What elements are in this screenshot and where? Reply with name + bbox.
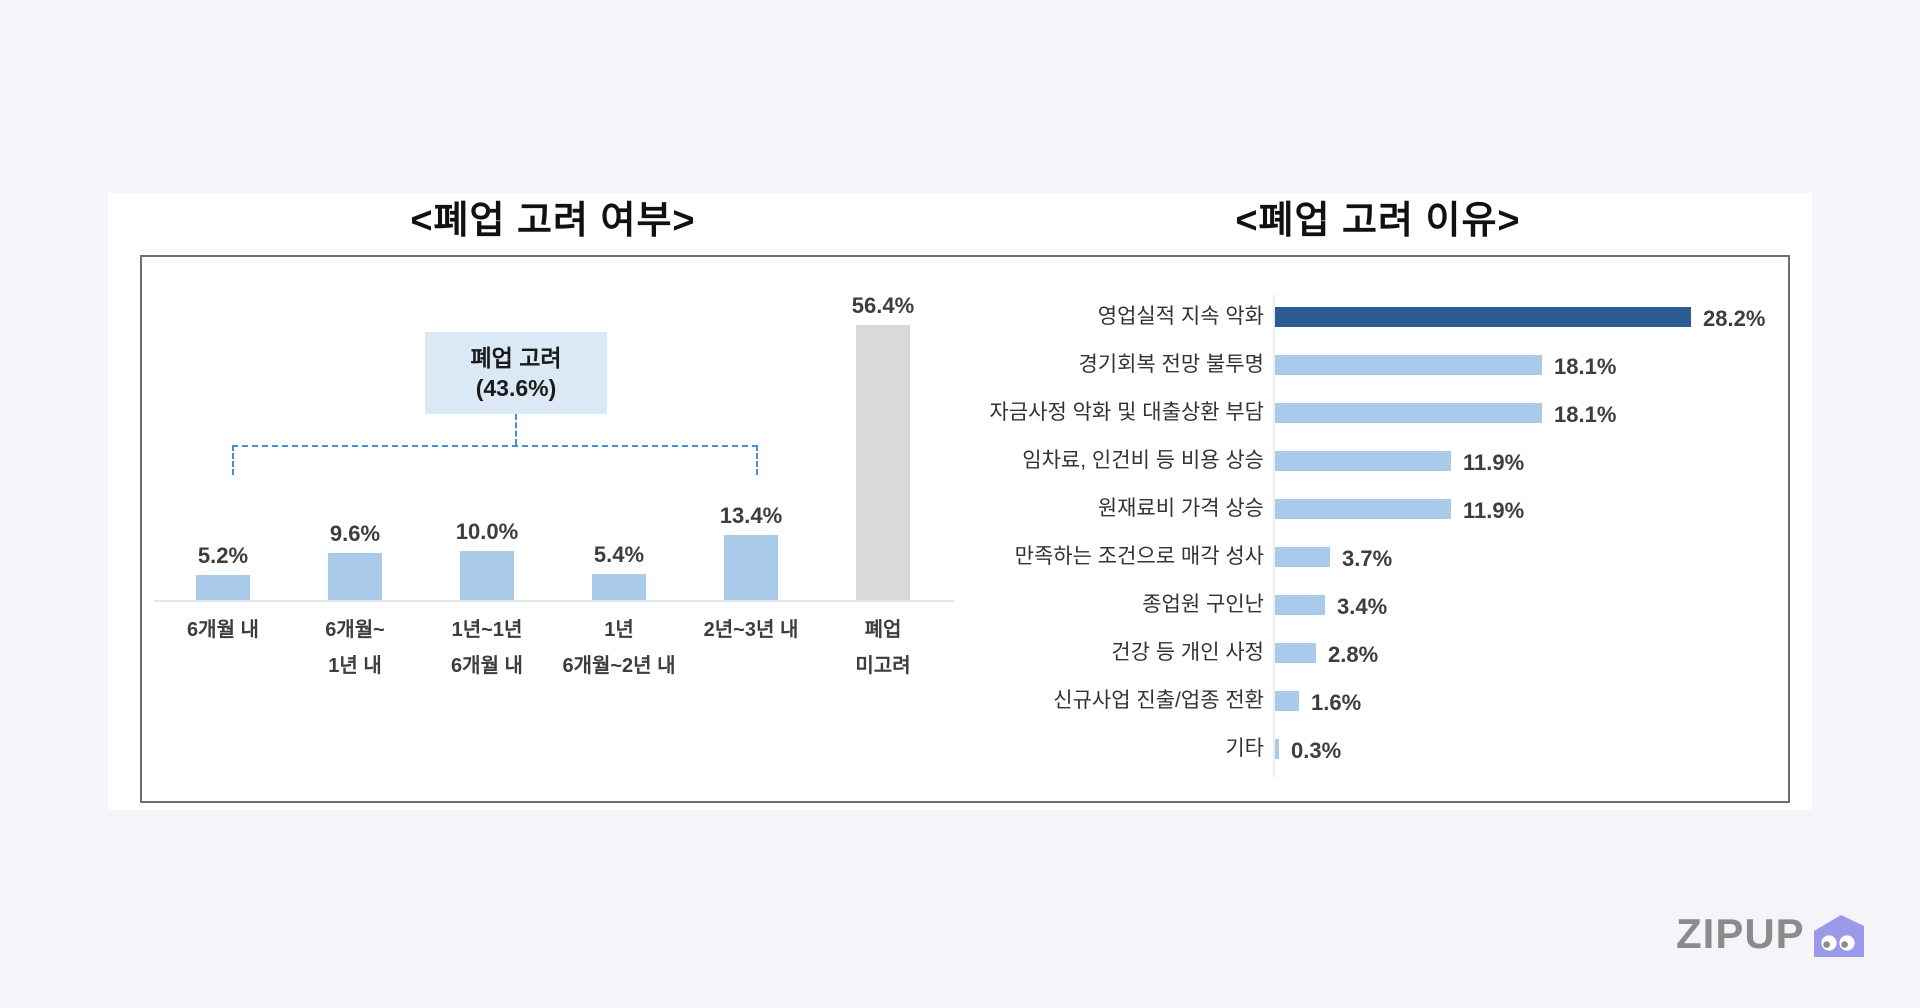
- row-value-label: 0.3%: [1291, 738, 1342, 763]
- closure-reasons-chart: 영업실적 지속 악화 28.2% 경기회복 전망 불투명 18.1% 자금사정 악화 및…: [964, 255, 1790, 803]
- zipup-logo: ZIPUP: [1676, 908, 1876, 960]
- content-panel: <폐업 고려 여부> <폐업 고려 이유> 폐업 고려 (43.6%) 5.2%…: [108, 193, 1812, 810]
- bar-value-label: 10.0%: [455, 519, 519, 544]
- row-value-label: 18.1%: [1554, 402, 1617, 427]
- row-category-label: 만족하는 조건으로 매각 성사: [1014, 545, 1264, 568]
- row-value-label: 3.7%: [1342, 546, 1393, 571]
- bar-1: [328, 553, 382, 600]
- row-value-label: 18.1%: [1554, 354, 1617, 379]
- bar-3: [1275, 451, 1451, 471]
- row-category-label: 영업실적 지속 악화: [1097, 305, 1264, 328]
- closure-considered-annotation: 폐업 고려 (43.6%): [425, 332, 607, 414]
- bracket-connector-line: [515, 414, 517, 445]
- row-value-label: 11.9%: [1463, 498, 1525, 523]
- bar-category-label: 1년: [604, 619, 634, 641]
- row-category-label: 종업원 구인난: [1142, 593, 1264, 616]
- bar-6: [1275, 595, 1325, 615]
- bar-7: [1275, 643, 1316, 663]
- bar-4: [724, 535, 778, 600]
- bar-value-label: 56.4%: [851, 293, 915, 318]
- bar-1: [1275, 355, 1542, 375]
- bar-3: [592, 574, 646, 600]
- bracket-right-end: [756, 445, 758, 475]
- group-bracket-line: [232, 445, 758, 447]
- row-value-label: 2.8%: [1328, 642, 1379, 667]
- bar-category-label: 1년~1년: [451, 619, 523, 641]
- row-category-label: 원재료비 가격 상승: [1097, 497, 1264, 520]
- bar-category-label: 6개월~: [325, 619, 385, 641]
- bracket-left-end: [232, 445, 234, 475]
- row-category-label: 기타: [1225, 737, 1264, 760]
- bar-value-label: 9.6%: [329, 521, 381, 546]
- closure-consideration-chart: 폐업 고려 (43.6%) 5.2% 6개월 내 9.6% 6개월~ 1년 내 10.0%…: [140, 255, 966, 803]
- bar-0: [196, 575, 250, 600]
- x-axis-line: [154, 600, 954, 602]
- annotation-value: (43.6%): [475, 375, 557, 401]
- zipup-logo-text: ZIPUP: [1676, 910, 1805, 957]
- row-value-label: 11.9%: [1463, 450, 1525, 475]
- bar-category-label: 6개월 내: [451, 655, 523, 677]
- row-category-label: 경기회복 전망 불투명: [1078, 353, 1264, 376]
- row-category-label: 임차료, 인건비 등 비용 상승: [1022, 449, 1264, 472]
- y-axis-line: [1273, 295, 1275, 777]
- row-category-label: 건강 등 개인 사정: [1111, 641, 1264, 664]
- row-value-label: 28.2%: [1703, 306, 1766, 331]
- bar-category-label: 6개월 내: [187, 619, 259, 641]
- bar-category-label: 폐업: [864, 619, 902, 641]
- row-category-label: 자금사정 악화 및 대출상환 부담: [989, 401, 1265, 424]
- bar-category-label: 미고려: [855, 655, 911, 677]
- row-value-label: 1.6%: [1311, 690, 1362, 715]
- bar-category-label: 2년~3년 내: [703, 619, 799, 641]
- row-category-label: 신규사업 진출/업종 전환: [1053, 689, 1264, 712]
- annotation-label: 폐업 고려: [470, 345, 562, 371]
- bar-5: [856, 325, 910, 600]
- bar-value-label: 5.2%: [197, 543, 249, 568]
- bar-2: [460, 551, 514, 600]
- bar-0: [1275, 307, 1691, 327]
- bar-value-label: 13.4%: [719, 503, 783, 528]
- bar-5: [1275, 547, 1330, 567]
- bar-9: [1275, 739, 1279, 759]
- right-chart-title: <폐업 고려 이유>: [1235, 200, 1521, 242]
- bar-8: [1275, 691, 1299, 711]
- row-value-label: 3.4%: [1337, 594, 1388, 619]
- bar-value-label: 5.4%: [593, 542, 645, 567]
- left-chart-title: <폐업 고려 여부>: [410, 200, 696, 242]
- zipup-house-icon: [1813, 915, 1864, 957]
- bar-category-label: 6개월~2년 내: [562, 655, 676, 677]
- bar-category-label: 1년 내: [328, 655, 382, 677]
- bar-4: [1275, 499, 1451, 519]
- bar-2: [1275, 403, 1542, 423]
